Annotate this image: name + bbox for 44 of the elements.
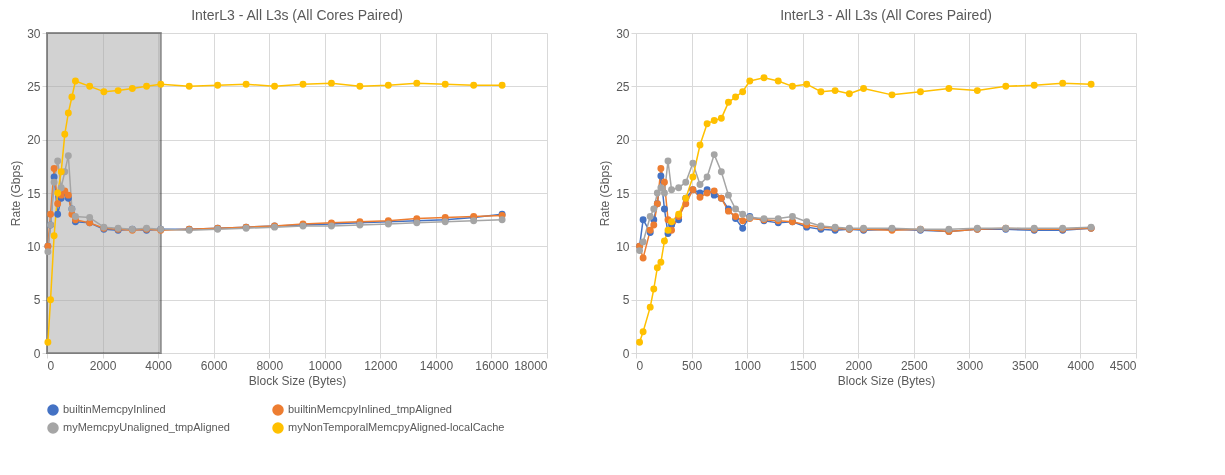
x-tick-label: 6000	[200, 358, 228, 373]
x-tick-label: 2500	[900, 358, 928, 373]
y-tick-label: 15	[27, 186, 41, 201]
y-tick-label: 25	[27, 79, 41, 94]
x-tick-label: 2000	[89, 358, 117, 373]
x-tick-label: 2000	[845, 358, 873, 373]
y-tick-label: 20	[616, 133, 630, 148]
x-tick-label: 0	[47, 358, 55, 373]
legend-label: myMemcpyUnaligned_tmpAligned	[63, 421, 230, 433]
x-tick-label: 18000	[514, 358, 548, 373]
x-axis-title: Block Size (Bytes)	[248, 373, 347, 388]
x-tick-label: 1500	[789, 358, 817, 373]
x-tick-label: 16000	[475, 358, 509, 373]
y-axis-title: Rate (Gbps)	[598, 160, 613, 227]
x-tick-label: 10000	[308, 358, 343, 373]
x-tick-label: 4500	[1109, 358, 1137, 373]
y-tick-label: 30	[616, 26, 630, 41]
chart-title: InterL3 - All L3s (All Cores Paired)	[191, 7, 403, 23]
chart-title: InterL3 - All L3s (All Cores Paired)	[780, 7, 992, 23]
x-tick-label: 1000	[734, 358, 762, 373]
legend-label: builtinMemcpyInlined_tmpAligned	[288, 403, 452, 415]
y-tick-label: 20	[27, 133, 41, 148]
x-tick-label: 0	[636, 358, 644, 373]
y-axis-title: Rate (Gbps)	[9, 160, 24, 227]
x-axis-title: Block Size (Bytes)	[837, 373, 936, 388]
x-tick-label: 14000	[419, 358, 454, 373]
y-tick-label: 5	[622, 293, 630, 308]
x-tick-label: 4000	[145, 358, 173, 373]
y-tick-label: 5	[33, 293, 41, 308]
x-tick-label: 4000	[1067, 358, 1095, 373]
y-tick-label: 10	[616, 239, 630, 254]
y-tick-label: 30	[27, 26, 41, 41]
x-tick-label: 3500	[1012, 358, 1040, 373]
y-tick-label: 25	[616, 79, 630, 94]
x-tick-label: 12000	[364, 358, 398, 373]
legend-label: builtinMemcpyInlined	[63, 403, 166, 415]
x-tick-label: 3000	[956, 358, 984, 373]
y-tick-label: 15	[616, 186, 630, 201]
x-tick-label: 500	[682, 358, 703, 373]
y-tick-label: 10	[27, 239, 41, 254]
y-tick-label: 0	[622, 346, 630, 361]
x-tick-label: 8000	[256, 358, 284, 373]
y-tick-label: 0	[33, 346, 41, 361]
legend-label: myNonTemporalMemcpyAligned-localCache	[288, 421, 505, 433]
